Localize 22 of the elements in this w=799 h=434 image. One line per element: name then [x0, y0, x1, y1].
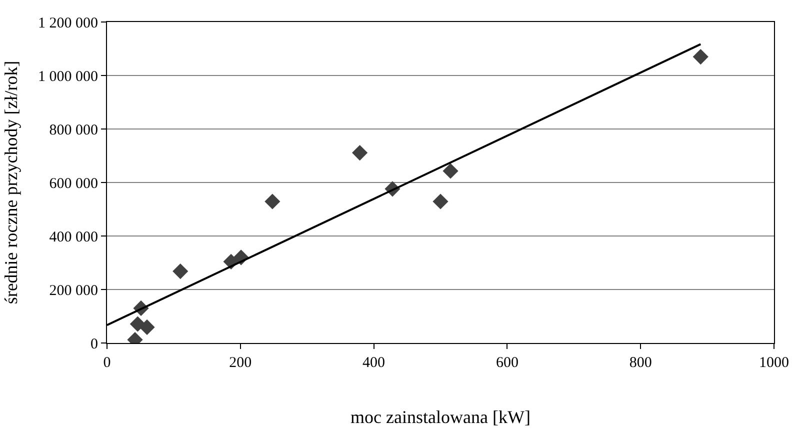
x-tick-label: 400	[362, 355, 386, 371]
y-tick-label: 1 000 000	[38, 68, 98, 85]
point	[264, 194, 280, 210]
point	[352, 145, 368, 161]
point	[139, 319, 155, 336]
point	[432, 194, 448, 210]
x-tick-label: 200	[229, 355, 252, 371]
y-axis-title: średnie roczne przychody [zł/rok]	[1, 60, 22, 304]
x-tick-label: 0	[103, 355, 111, 371]
x-axis-title: moc zainstalowana [kW]	[350, 407, 530, 428]
y-tick-label: 1 200 000	[38, 15, 98, 32]
x-tick-label: 1000	[759, 355, 789, 371]
x-tick-label: 800	[629, 355, 652, 371]
point	[442, 163, 458, 179]
point	[692, 48, 708, 65]
y-tick-label: 600 000	[49, 176, 98, 192]
point	[172, 264, 188, 280]
y-tick-label: 0	[90, 336, 98, 352]
y-tick-label: 800 000	[49, 122, 98, 138]
y-tick-label: 200 000	[49, 282, 98, 299]
x-tick-label: 600	[496, 355, 518, 371]
y-tick-label: 400 000	[49, 229, 98, 246]
